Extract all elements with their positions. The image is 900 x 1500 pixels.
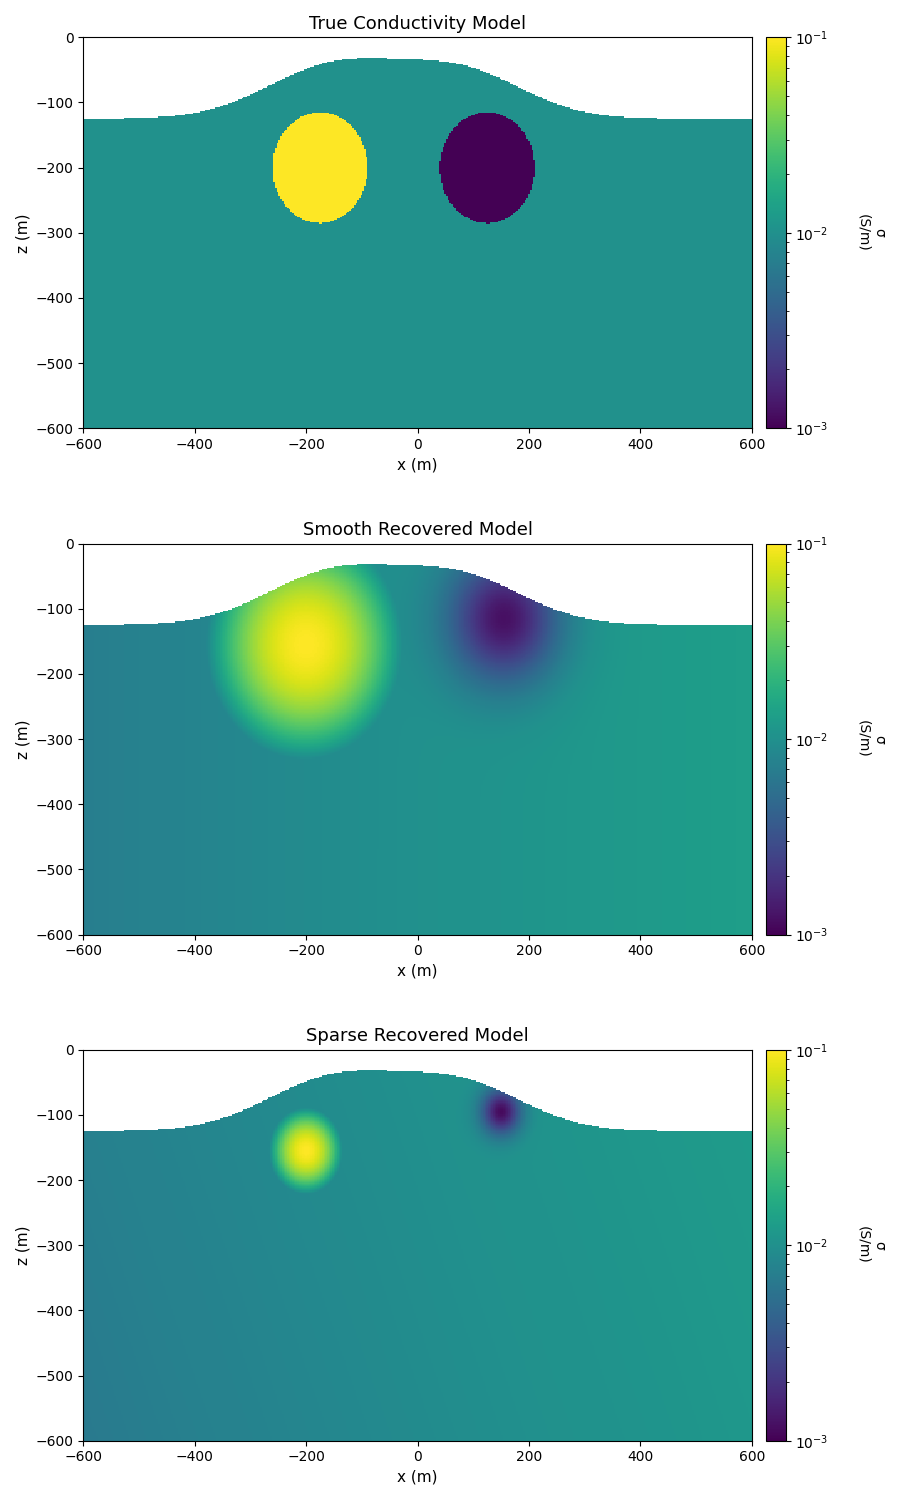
Y-axis label: σ
(S/m): σ (S/m) xyxy=(857,720,886,758)
Y-axis label: z (m): z (m) xyxy=(15,720,30,759)
Title: True Conductivity Model: True Conductivity Model xyxy=(309,15,526,33)
Y-axis label: z (m): z (m) xyxy=(15,1226,30,1264)
Title: Smooth Recovered Model: Smooth Recovered Model xyxy=(302,520,533,538)
Y-axis label: σ
(S/m): σ (S/m) xyxy=(857,1227,886,1264)
X-axis label: x (m): x (m) xyxy=(397,458,437,472)
X-axis label: x (m): x (m) xyxy=(397,964,437,980)
Y-axis label: z (m): z (m) xyxy=(15,213,30,252)
X-axis label: x (m): x (m) xyxy=(397,1470,437,1485)
Title: Sparse Recovered Model: Sparse Recovered Model xyxy=(306,1028,529,1045)
Y-axis label: σ
(S/m): σ (S/m) xyxy=(857,214,886,252)
